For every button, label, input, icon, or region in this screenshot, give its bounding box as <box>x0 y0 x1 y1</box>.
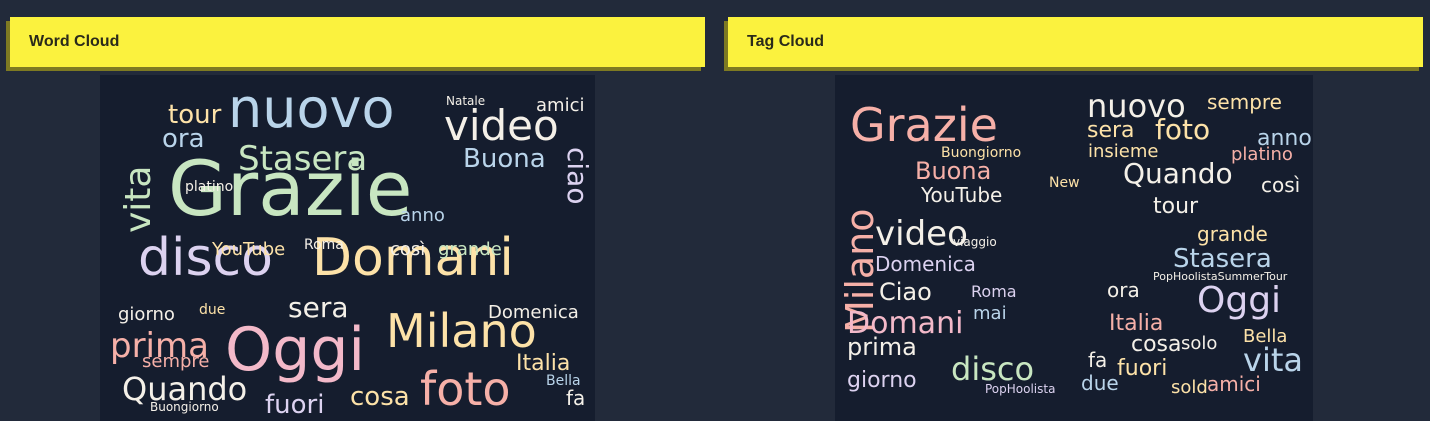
cloud-word[interactable]: fa <box>566 386 585 410</box>
cloud-word[interactable]: Oggi <box>1197 280 1281 321</box>
word-cloud: Grazie disco Domani nuovo Oggi Milano fo… <box>100 75 595 421</box>
cloud-word[interactable]: viaggio <box>953 235 997 249</box>
cloud-word[interactable]: YouTube <box>920 183 1002 207</box>
cloud-word[interactable]: foto <box>1155 113 1210 146</box>
cloud-word[interactable]: mai <box>973 303 1007 324</box>
cloud-word[interactable]: giorno <box>118 304 175 325</box>
tag-cloud-panel: Tag Cloud <box>724 17 1423 421</box>
cloud-word[interactable]: disco <box>951 350 1034 388</box>
cloud-word[interactable]: Bella <box>546 373 581 389</box>
cloud-word[interactable]: Milano <box>838 208 882 333</box>
cloud-word[interactable]: Stasera <box>238 139 367 179</box>
cloud-word[interactable]: Italia <box>516 351 570 376</box>
cloud-word[interactable]: platino <box>185 179 233 195</box>
cloud-word[interactable]: Buona <box>463 144 546 174</box>
cloud-word[interactable]: New <box>1049 175 1080 191</box>
cloud-word[interactable]: Domenica <box>488 302 579 323</box>
panel-header: Word Cloud <box>10 17 705 67</box>
cloud-word[interactable]: sold <box>1171 377 1208 398</box>
cloud-word[interactable]: cosa <box>350 382 410 412</box>
cloud-word[interactable]: Stasera <box>1173 244 1272 274</box>
cloud-word[interactable]: platino <box>1231 144 1293 165</box>
word-cloud-panel: Word Cloud <box>6 17 705 421</box>
cloud-word[interactable]: anno <box>400 205 445 226</box>
cloud-word[interactable]: ciao <box>561 147 594 204</box>
cloud-word[interactable]: Ciao <box>879 278 932 306</box>
cloud-word[interactable]: Grazie <box>850 98 998 152</box>
cloud-word[interactable]: cosa <box>1131 332 1182 357</box>
cloud-word[interactable]: Buongiorno <box>941 145 1021 161</box>
cloud-word[interactable]: così <box>390 239 425 260</box>
tag-cloud: Grazie Milano Domani nuovo Oggi vita dis… <box>835 75 1313 421</box>
cloud-word[interactable]: Natale <box>446 94 485 108</box>
cloud-word[interactable]: Domani <box>847 306 963 341</box>
cloud-word[interactable]: Roma <box>971 282 1017 301</box>
cloud-word[interactable]: video <box>875 214 968 254</box>
cloud-word[interactable]: prima <box>110 326 209 366</box>
cloud-word[interactable]: due <box>1081 371 1119 395</box>
panel-title: Tag Cloud <box>747 33 825 50</box>
cloud-word[interactable]: video <box>444 101 559 150</box>
cloud-word[interactable]: tour <box>168 100 222 130</box>
cloud-word[interactable]: Milano <box>386 304 537 358</box>
cloud-word[interactable]: vita <box>1243 341 1303 379</box>
cloud-word[interactable]: vita <box>118 166 159 233</box>
cloud-word[interactable]: Buongiorno <box>150 400 219 414</box>
cloud-word[interactable]: fa <box>1088 348 1107 372</box>
cloud-word[interactable]: Domani <box>312 228 514 288</box>
cloud-word[interactable]: prima <box>847 333 917 361</box>
panel-title: Word Cloud <box>29 33 120 50</box>
cloud-word[interactable]: ora <box>1107 278 1140 302</box>
cloud-word[interactable]: foto <box>420 362 511 416</box>
cloud-word[interactable]: tour <box>1153 194 1199 219</box>
cloud-word[interactable]: fuori <box>1117 356 1167 381</box>
cloud-word[interactable]: grande <box>1197 222 1268 246</box>
cloud-word[interactable]: amici <box>536 95 584 116</box>
cloud-word[interactable]: anno <box>1257 126 1312 151</box>
cloud-word[interactable]: giorno <box>847 368 917 393</box>
cloud-word[interactable]: Quando <box>122 370 247 408</box>
cloud-word[interactable]: Grazie <box>168 144 412 233</box>
cloud-word[interactable]: così <box>1261 173 1300 197</box>
cloud-word[interactable]: sempre <box>142 351 210 372</box>
cloud-word[interactable]: PopHoolistaSummerTour <box>1153 270 1288 283</box>
cloud-word[interactable]: PopHoolista <box>985 382 1055 396</box>
cloud-word[interactable]: Buona <box>915 157 991 185</box>
word-cloud-canvas: Grazie disco Domani nuovo Oggi Milano fo… <box>110 77 594 420</box>
cloud-word[interactable]: Bella <box>1243 326 1287 347</box>
cloud-word[interactable]: nuovo <box>1087 87 1186 125</box>
cloud-word[interactable]: insieme <box>1088 141 1158 162</box>
cloud-word[interactable]: Quando <box>1123 157 1233 190</box>
cloud-word[interactable]: fuori <box>265 390 324 420</box>
cloud-word[interactable]: Domenica <box>875 252 976 276</box>
cloud-word[interactable]: Italia <box>1109 311 1163 336</box>
cloud-word[interactable]: solo <box>1181 333 1217 354</box>
cloud-word[interactable]: due <box>199 302 225 318</box>
cloud-word[interactable]: YouTube <box>211 239 285 260</box>
cloud-word[interactable]: Oggi <box>225 315 365 385</box>
cloud-word[interactable]: sera <box>288 291 348 324</box>
cloud-word[interactable]: disco <box>138 228 273 288</box>
cloud-word[interactable]: sera <box>1087 118 1135 143</box>
cloud-word[interactable]: sempre <box>1207 90 1282 114</box>
tag-cloud-canvas: Grazie Milano Domani nuovo Oggi vita dis… <box>838 87 1312 398</box>
cloud-word[interactable]: nuovo <box>228 77 394 140</box>
cloud-word[interactable]: grande <box>438 239 502 260</box>
cloud-word[interactable]: ora <box>162 124 205 154</box>
cloud-word[interactable]: Roma <box>304 237 344 253</box>
cloud-word[interactable]: amici <box>1207 372 1261 396</box>
panel-header: Tag Cloud <box>728 17 1423 67</box>
